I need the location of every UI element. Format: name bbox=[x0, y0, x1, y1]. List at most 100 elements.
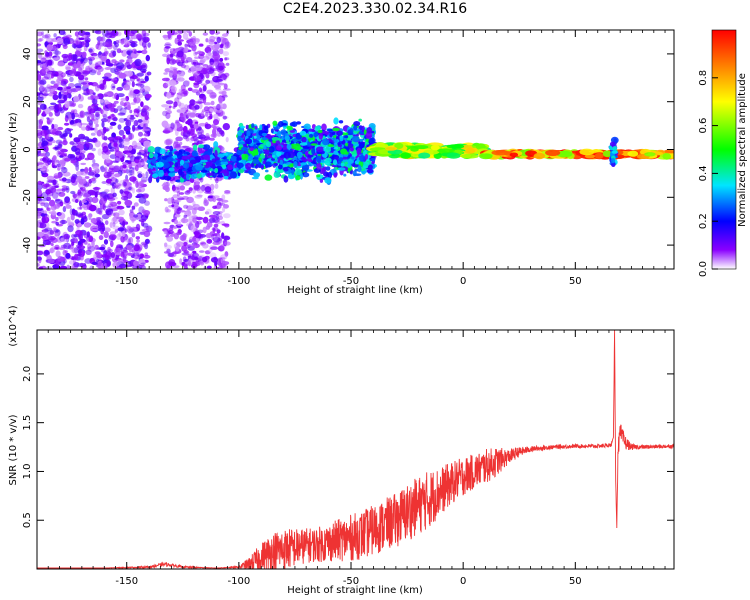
heatmap-cell bbox=[70, 88, 77, 92]
heatmap-cell bbox=[95, 112, 100, 118]
heatmap-cell bbox=[162, 182, 168, 186]
heatmap-cell bbox=[143, 128, 150, 131]
heatmap-cell bbox=[135, 195, 142, 199]
heatmap-cell bbox=[141, 60, 146, 66]
heatmap-cell bbox=[37, 188, 42, 196]
heatmap-cell bbox=[43, 210, 47, 215]
heatmap-cell bbox=[96, 217, 101, 220]
heatmap-cell bbox=[80, 162, 87, 166]
heatmap-cell bbox=[187, 260, 191, 267]
heatmap-cell bbox=[183, 204, 189, 209]
heatmap-cell bbox=[410, 147, 419, 152]
heatmap-cell bbox=[131, 75, 138, 80]
heatmap-cell bbox=[104, 32, 113, 39]
heatmap-cell bbox=[170, 86, 177, 93]
heatmap-cell bbox=[164, 198, 168, 202]
heatmap-cell bbox=[212, 195, 220, 199]
heatmap-cell bbox=[131, 81, 135, 88]
heatmap-cell bbox=[98, 210, 103, 215]
heatmap-cell bbox=[51, 156, 57, 164]
heatmap-cell bbox=[212, 236, 221, 243]
heatmap-cell bbox=[199, 250, 205, 253]
heatmap-cell bbox=[321, 123, 327, 131]
heatmap-cell bbox=[418, 152, 431, 159]
heatmap-cell bbox=[123, 181, 127, 187]
heatmap-cell bbox=[88, 58, 93, 65]
heatmap-cell bbox=[202, 216, 209, 224]
heatmap-cell bbox=[325, 157, 332, 164]
heatmap-cell bbox=[88, 217, 92, 220]
heatmap-cell bbox=[80, 168, 85, 172]
heatmap-cell bbox=[95, 207, 103, 215]
heatmap-cell bbox=[136, 72, 144, 77]
heatmap-cell bbox=[98, 60, 103, 65]
snr-panel: -150 -100 -50 0 500.51.01.52.0 Height of str… bbox=[8, 305, 675, 596]
heatmap-cell bbox=[62, 206, 67, 213]
heatmap-cell bbox=[62, 86, 67, 92]
x-tick-label: 50 bbox=[569, 576, 582, 587]
heatmap-cell bbox=[71, 109, 75, 113]
heatmap-cell bbox=[62, 140, 68, 146]
y-tick-label: 0 bbox=[22, 146, 33, 152]
heatmap-cell bbox=[85, 125, 91, 132]
heatmap-cell bbox=[120, 196, 129, 201]
heatmap-cell bbox=[133, 89, 140, 95]
heatmap-cell bbox=[148, 168, 152, 174]
heatmap-cell bbox=[183, 258, 189, 262]
heatmap-cell bbox=[106, 158, 111, 164]
heatmap-cell bbox=[163, 123, 171, 129]
heatmap-cell bbox=[118, 117, 126, 123]
heatmap-cell bbox=[186, 205, 194, 211]
heatmap-cell bbox=[162, 185, 169, 191]
heatmap-cell bbox=[113, 165, 120, 172]
heatmap-cell bbox=[220, 258, 226, 264]
heatmap-cell bbox=[176, 77, 185, 82]
heatmap-cell bbox=[53, 83, 59, 89]
heatmap-cell bbox=[54, 232, 59, 237]
heatmap-cell bbox=[161, 104, 169, 108]
heatmap-cell bbox=[252, 149, 258, 156]
heatmap-cell bbox=[60, 153, 67, 157]
heatmap-cell bbox=[176, 241, 184, 248]
heatmap-cell bbox=[350, 156, 355, 160]
heatmap-cell bbox=[42, 230, 50, 237]
heatmap-cell bbox=[366, 127, 373, 134]
heatmap-cell bbox=[224, 223, 230, 228]
heatmap-cell bbox=[122, 161, 129, 166]
heatmap-cell bbox=[131, 169, 135, 177]
heatmap-cell bbox=[359, 154, 365, 162]
heatmap-cell bbox=[365, 138, 370, 143]
heatmap-cell bbox=[126, 152, 132, 156]
heatmap-cell bbox=[290, 143, 297, 149]
heatmap-cell bbox=[134, 58, 142, 67]
heatmap-cell bbox=[100, 167, 107, 172]
heatmap-cell bbox=[113, 79, 118, 85]
heatmap-cell bbox=[164, 68, 171, 73]
heatmap-cell bbox=[119, 107, 127, 115]
heatmap-cell bbox=[200, 83, 208, 86]
heatmap-cell bbox=[55, 159, 60, 163]
heatmap-cell bbox=[338, 157, 344, 162]
heatmap-cell bbox=[177, 152, 183, 160]
heatmap-cell bbox=[202, 226, 207, 234]
heatmap-cell bbox=[49, 247, 54, 254]
heatmap-cell bbox=[191, 207, 197, 215]
heatmap-cell bbox=[44, 33, 51, 39]
heatmap-cell bbox=[204, 123, 212, 130]
heatmap-cell bbox=[162, 34, 168, 39]
heatmap-cell bbox=[54, 110, 61, 117]
heatmap-cell bbox=[58, 30, 66, 36]
heatmap-cell bbox=[180, 218, 189, 224]
heatmap-cell bbox=[128, 87, 135, 93]
heatmap-cell bbox=[133, 244, 140, 252]
heatmap-cell bbox=[179, 159, 185, 166]
heatmap-cell bbox=[224, 57, 228, 61]
heatmap-cell bbox=[224, 57, 230, 61]
heatmap-cell bbox=[109, 222, 113, 228]
heatmap-cell bbox=[127, 104, 131, 111]
heatmap-cell bbox=[143, 254, 151, 259]
heatmap-cell bbox=[167, 197, 173, 204]
heatmap-cell bbox=[73, 210, 77, 215]
heatmap-cell bbox=[84, 176, 90, 179]
heatmap-cell bbox=[194, 174, 198, 178]
